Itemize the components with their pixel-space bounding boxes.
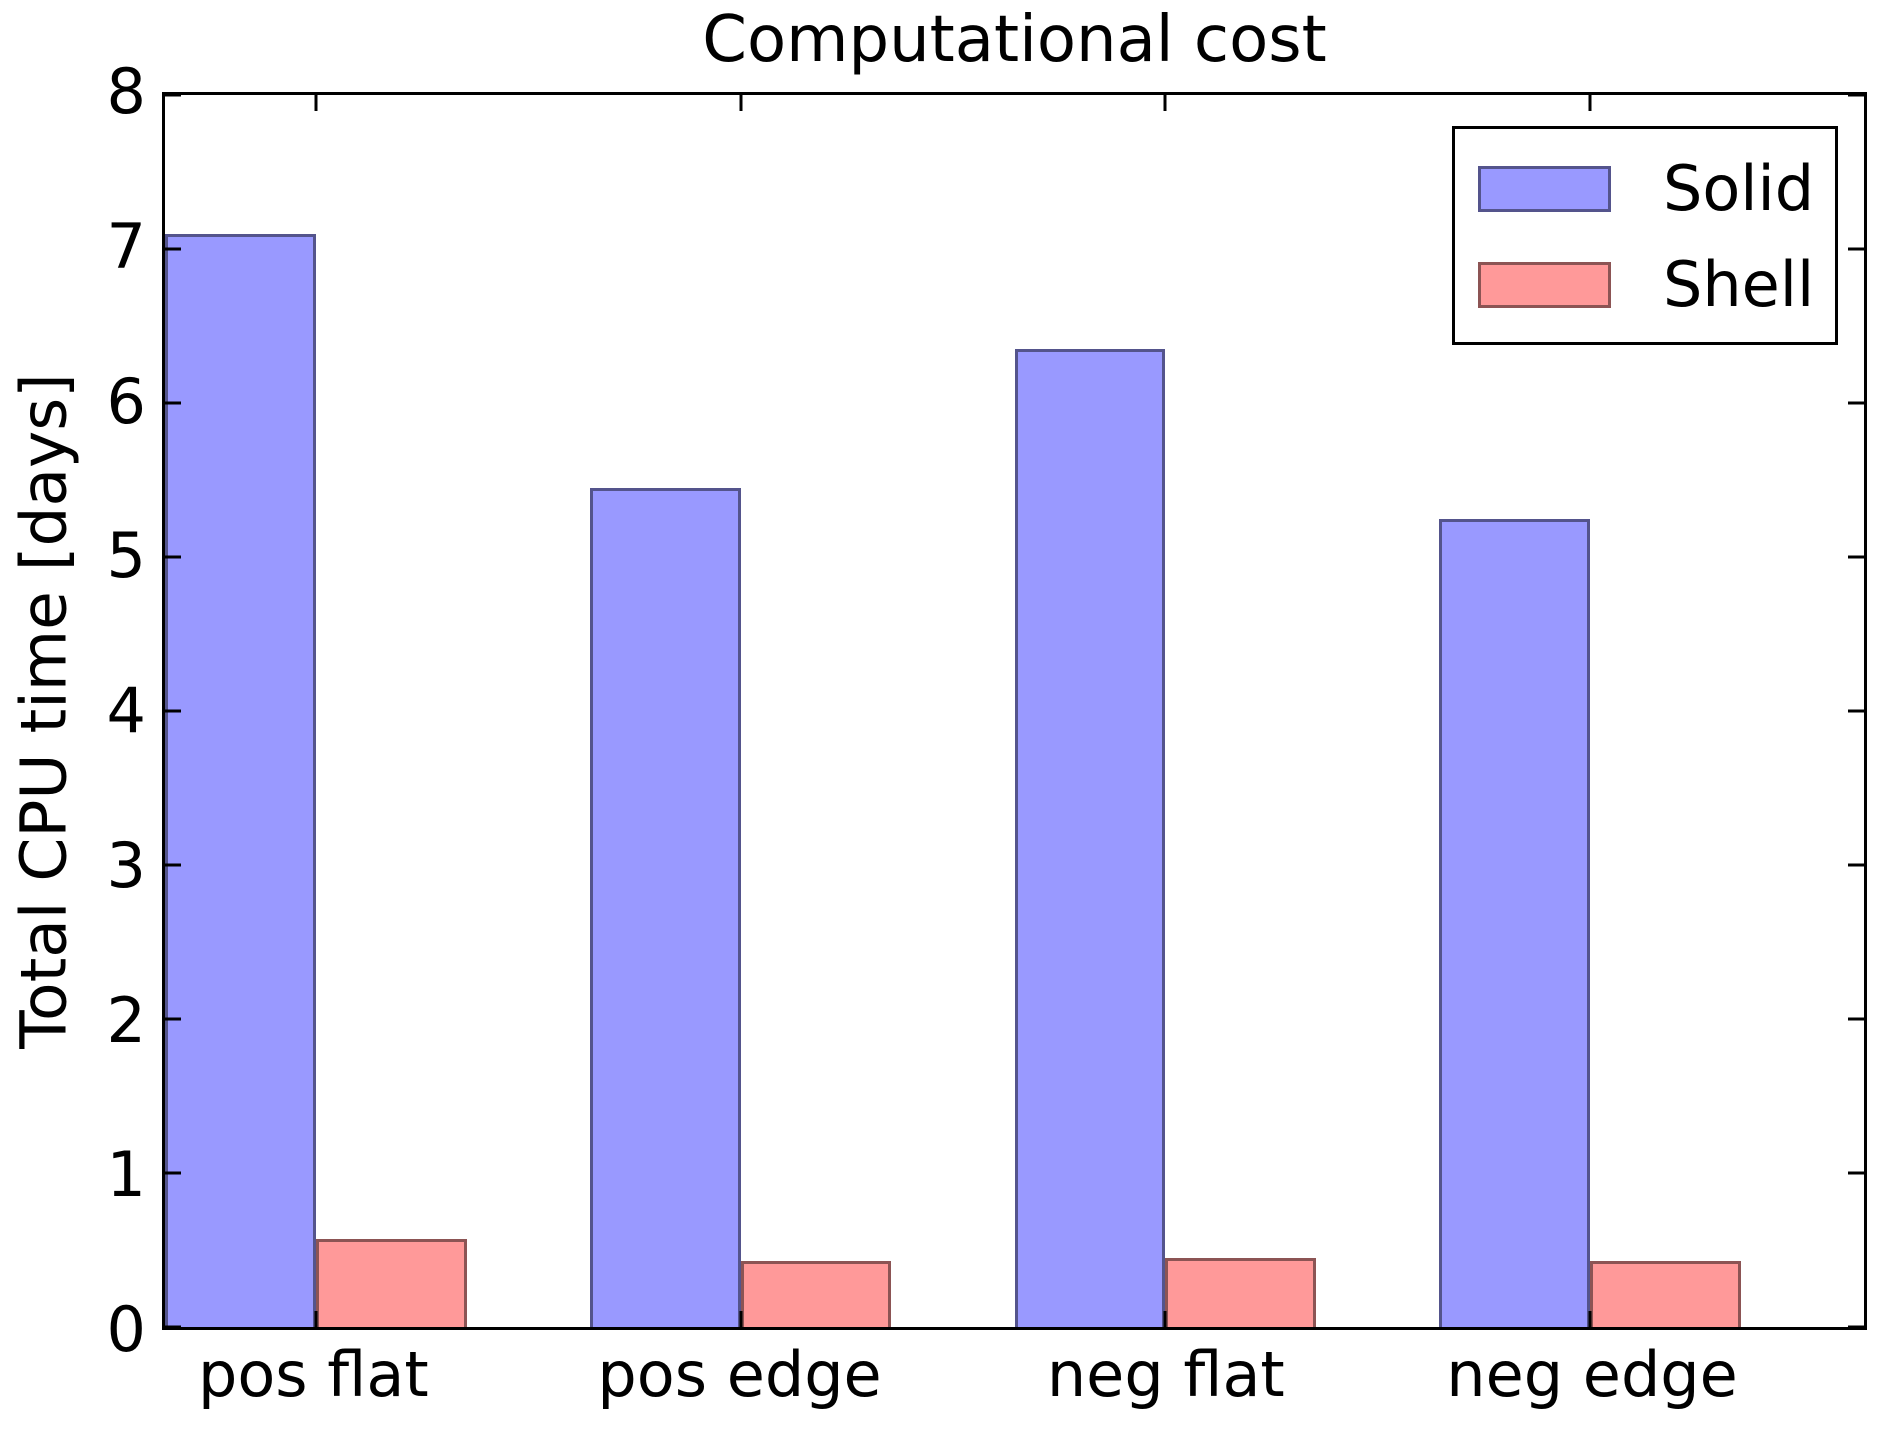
x-tick-labels: pos flat pos edge neg flat neg edge bbox=[162, 1344, 1867, 1424]
x-tick-mark bbox=[1163, 95, 1167, 111]
x-tick-mark bbox=[739, 95, 743, 111]
y-tick-label: 7 bbox=[106, 209, 146, 283]
y-tick-mark bbox=[165, 709, 181, 713]
legend-row-shell: Shell bbox=[1478, 237, 1835, 333]
y-tick-mark bbox=[165, 863, 181, 867]
y-tick-mark bbox=[1848, 709, 1864, 713]
y-tick-mark bbox=[165, 401, 181, 405]
x-tick-label-neg-flat: neg flat bbox=[1046, 1338, 1285, 1411]
bar-shell-neg-flat bbox=[1165, 1257, 1317, 1327]
y-tick-mark bbox=[1848, 247, 1864, 251]
y-tick-mark bbox=[1848, 1017, 1864, 1021]
x-tick-mark bbox=[314, 1311, 318, 1327]
y-tick-label: 6 bbox=[106, 364, 146, 438]
y-tick-label: 1 bbox=[106, 1138, 146, 1212]
x-tick-label-pos-flat: pos flat bbox=[197, 1338, 429, 1411]
y-tick-mark bbox=[165, 1325, 181, 1329]
y-tick-mark bbox=[1848, 555, 1864, 559]
x-tick-mark bbox=[1163, 1311, 1167, 1327]
y-tick-label: 8 bbox=[106, 55, 146, 128]
x-tick-mark bbox=[314, 95, 318, 111]
bar-solid-neg-edge bbox=[1439, 518, 1591, 1327]
y-tick-mark bbox=[1848, 863, 1864, 867]
y-tick-mark bbox=[165, 1017, 181, 1021]
y-tick-label: 0 bbox=[106, 1293, 146, 1366]
legend: Solid Shell bbox=[1452, 126, 1838, 345]
y-tick-mark bbox=[1848, 401, 1864, 405]
y-tick-mark bbox=[165, 1171, 181, 1175]
x-tick-label-pos-edge: pos edge bbox=[597, 1338, 882, 1411]
y-tick-mark bbox=[1848, 1325, 1864, 1329]
plot-area: Solid Shell bbox=[162, 92, 1867, 1330]
chart-title: Computational cost bbox=[702, 3, 1327, 77]
y-tick-mark bbox=[1848, 93, 1864, 97]
legend-row-solid: Solid bbox=[1478, 141, 1835, 237]
y-tick-mark bbox=[165, 93, 181, 97]
y-tick-label: 3 bbox=[106, 828, 146, 902]
x-tick-mark bbox=[739, 1311, 743, 1327]
legend-label-solid: Solid bbox=[1663, 152, 1815, 225]
bar-shell-pos-flat bbox=[315, 1239, 467, 1327]
legend-swatch-shell bbox=[1478, 262, 1611, 308]
x-tick-label-neg-edge: neg edge bbox=[1446, 1338, 1738, 1411]
legend-swatch-solid bbox=[1478, 166, 1611, 212]
y-tick-label: 2 bbox=[106, 983, 146, 1057]
y-tick-label: 4 bbox=[106, 674, 146, 747]
y-tick-mark bbox=[1848, 1171, 1864, 1175]
bar-solid-pos-flat bbox=[165, 233, 316, 1327]
bar-solid-neg-flat bbox=[1014, 349, 1166, 1327]
x-tick-mark bbox=[1588, 1311, 1592, 1327]
bar-shell-neg-edge bbox=[1590, 1260, 1741, 1327]
y-tick-mark bbox=[165, 247, 181, 251]
y-tick-label: 5 bbox=[106, 519, 146, 593]
x-tick-mark bbox=[1588, 95, 1592, 111]
y-tick-mark bbox=[165, 555, 181, 559]
bar-shell-pos-edge bbox=[740, 1260, 892, 1327]
legend-label-shell: Shell bbox=[1663, 248, 1815, 321]
bar-solid-pos-edge bbox=[589, 487, 741, 1327]
